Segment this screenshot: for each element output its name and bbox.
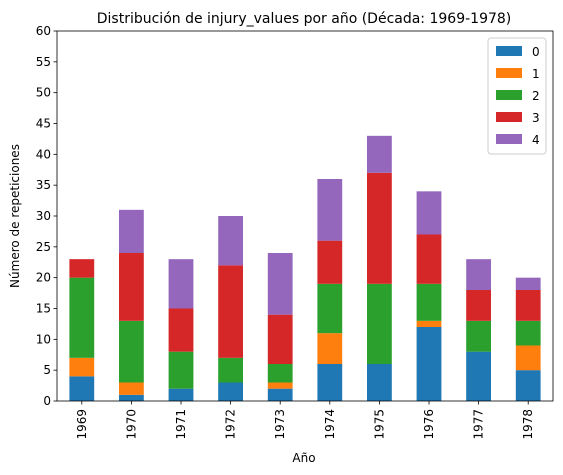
bar-1974-series-3 bbox=[317, 240, 343, 284]
bar-1970-series-4 bbox=[119, 209, 144, 253]
y-tick-label: 20 bbox=[36, 271, 51, 285]
y-tick-label: 25 bbox=[36, 240, 51, 254]
y-axis: 0 5 10 15 20 25 30 35 40 45 50 55 60 bbox=[36, 24, 57, 408]
bar-1973-series-1 bbox=[267, 382, 293, 389]
bar-1978-series-3 bbox=[515, 290, 541, 321]
y-tick-label: 50 bbox=[36, 86, 51, 100]
bar-1969-series-0 bbox=[69, 376, 95, 401]
bar-1978-series-1 bbox=[515, 345, 541, 371]
bar-1970-series-2 bbox=[119, 320, 144, 383]
bar-1978-series-2 bbox=[515, 320, 541, 346]
y-tick-label: 45 bbox=[36, 117, 51, 131]
legend-swatch-0 bbox=[496, 46, 522, 56]
bar-1976-series-4 bbox=[416, 191, 442, 235]
chart-title: Distribución de injury_values por año (D… bbox=[97, 11, 512, 27]
legend-swatch-2 bbox=[496, 90, 522, 100]
legend-swatch-4 bbox=[496, 134, 522, 144]
x-tick-label: 1978 bbox=[521, 409, 535, 440]
y-tick-label: 5 bbox=[43, 363, 51, 377]
x-tick-label: 1976 bbox=[422, 409, 436, 440]
bar-1978-series-4 bbox=[515, 277, 541, 290]
y-tick-label: 0 bbox=[43, 394, 51, 408]
bar-1975-series-4 bbox=[367, 135, 392, 173]
x-tick-label: 1977 bbox=[472, 409, 486, 440]
bar-1972-series-0 bbox=[218, 382, 243, 401]
y-tick-label: 35 bbox=[36, 178, 51, 192]
y-axis-label: Número de repeticiones bbox=[8, 144, 22, 288]
legend: 0 1 2 3 4 bbox=[487, 37, 547, 155]
bar-1972-series-4 bbox=[218, 216, 243, 266]
bar-1975-series-0 bbox=[367, 364, 392, 401]
bar-1976-series-3 bbox=[416, 234, 442, 284]
plot-area bbox=[56, 30, 554, 402]
x-axis-label: Año bbox=[292, 451, 315, 465]
bar-1973-series-4 bbox=[267, 253, 293, 315]
bar-1974-series-2 bbox=[317, 283, 343, 334]
legend-label-4: 4 bbox=[532, 133, 540, 147]
y-tick-label: 30 bbox=[36, 209, 51, 223]
legend-swatch-1 bbox=[496, 68, 522, 78]
bar-1971-series-2 bbox=[168, 351, 194, 389]
legend-swatch-3 bbox=[496, 112, 522, 122]
bar-1975-series-2 bbox=[367, 283, 392, 364]
y-tick-label: 10 bbox=[36, 332, 51, 346]
legend-label-2: 2 bbox=[532, 89, 540, 103]
x-tick-label: 1969 bbox=[75, 409, 89, 440]
bar-1970-series-3 bbox=[119, 253, 144, 321]
x-tick-label: 1973 bbox=[273, 409, 287, 440]
bar-1977-series-0 bbox=[466, 351, 491, 401]
bar-1976-series-0 bbox=[416, 327, 442, 401]
x-tick-label: 1972 bbox=[224, 409, 238, 440]
bar-1970-series-0 bbox=[119, 394, 144, 401]
bar-1973-series-3 bbox=[267, 314, 293, 364]
y-tick-label: 15 bbox=[36, 302, 51, 316]
bar-1976-series-2 bbox=[416, 283, 442, 321]
bar-1969-series-1 bbox=[69, 357, 95, 377]
x-tick-label: 1975 bbox=[372, 409, 386, 440]
bar-1977-series-2 bbox=[466, 320, 491, 352]
bar-1971-series-0 bbox=[168, 388, 194, 401]
bar-1976-series-1 bbox=[416, 320, 442, 327]
bar-1969-series-2 bbox=[69, 277, 95, 358]
bar-1972-series-3 bbox=[218, 265, 243, 358]
legend-label-0: 0 bbox=[532, 45, 540, 59]
bar-1969-series-3 bbox=[69, 259, 95, 278]
bar-1974-series-0 bbox=[317, 364, 343, 401]
bar-1972-series-2 bbox=[218, 357, 243, 383]
bar-1977-series-4 bbox=[466, 259, 491, 290]
bar-1973-series-0 bbox=[267, 388, 293, 401]
bar-1977-series-3 bbox=[466, 290, 491, 321]
x-tick-label: 1974 bbox=[323, 409, 337, 440]
bar-1970-series-1 bbox=[119, 382, 144, 395]
y-tick-label: 60 bbox=[36, 24, 51, 38]
x-tick-label: 1970 bbox=[124, 409, 138, 440]
legend-label-1: 1 bbox=[532, 67, 540, 81]
bar-1974-series-1 bbox=[317, 333, 343, 364]
y-tick-label: 55 bbox=[36, 55, 51, 69]
bar-1978-series-0 bbox=[515, 370, 541, 401]
bar-1975-series-3 bbox=[367, 172, 392, 284]
bar-1974-series-4 bbox=[317, 179, 343, 241]
y-tick-label: 40 bbox=[36, 147, 51, 161]
x-tick-label: 1971 bbox=[174, 409, 188, 440]
bar-1971-series-3 bbox=[168, 308, 194, 352]
bar-1973-series-2 bbox=[267, 364, 293, 383]
legend-label-3: 3 bbox=[532, 111, 540, 125]
bar-1971-series-4 bbox=[168, 259, 194, 309]
x-axis: 1969 1970 1971 1972 1973 1974 1975 1976 1977 1978 bbox=[75, 401, 535, 440]
